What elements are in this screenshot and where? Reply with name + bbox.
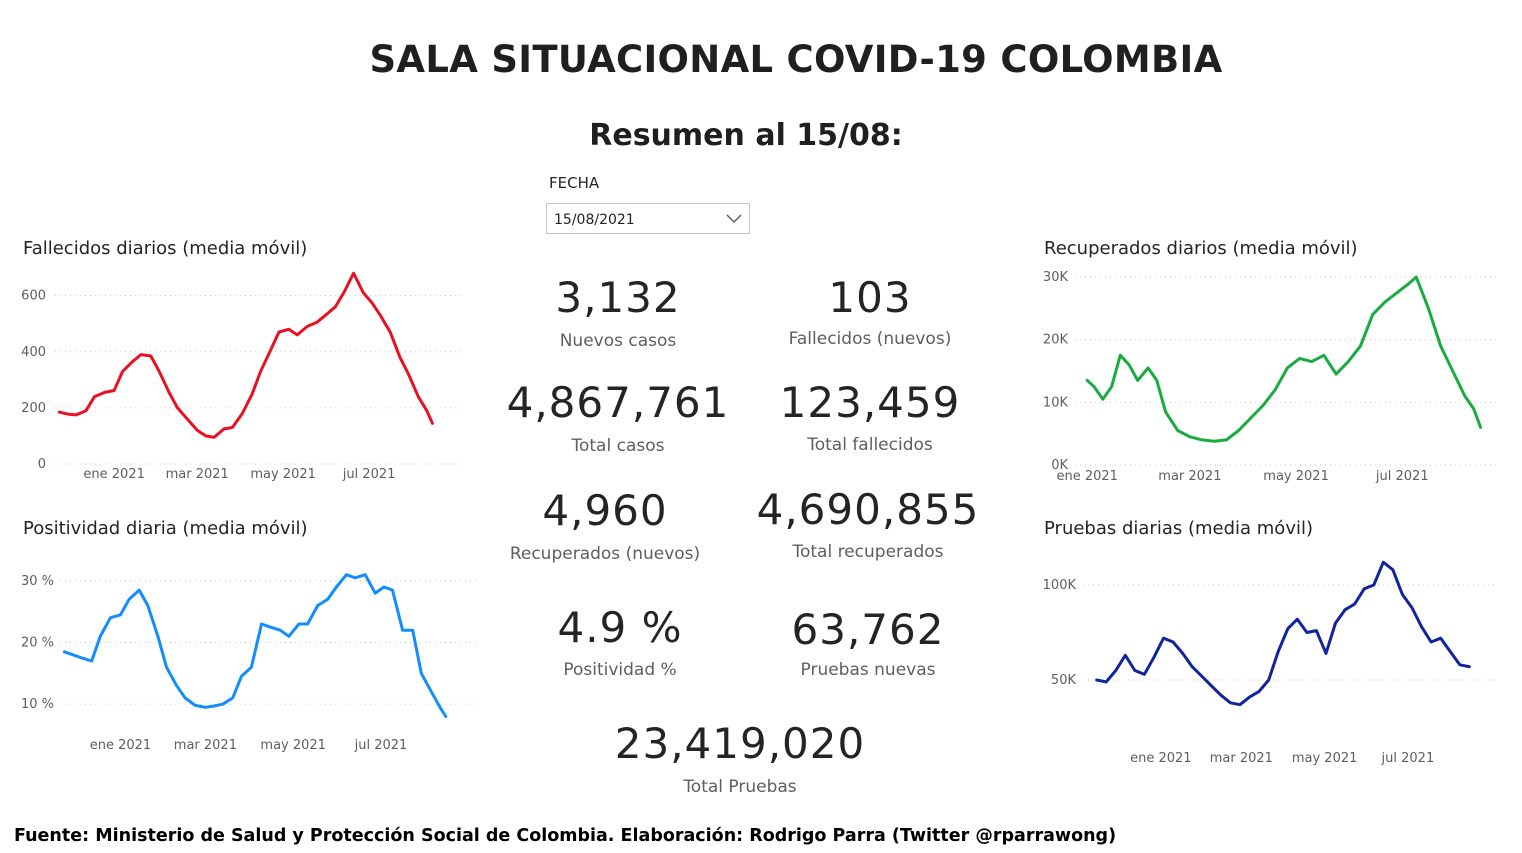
series-line[interactable]	[1095, 560, 1471, 707]
kpi-total-fallecidos-label: Total fallecidos	[807, 435, 933, 455]
y-tick-label: 30K	[1043, 270, 1069, 285]
y-tick-label: 400	[21, 345, 46, 360]
x-tick-label: jul 2021	[342, 467, 396, 482]
x-tick-label: may 2021	[1263, 469, 1329, 484]
kpi-pruebas-nuevas-value: 63,762	[791, 605, 945, 654]
y-tick-label: 600	[21, 289, 46, 304]
x-tick-label: ene 2021	[83, 467, 144, 482]
kpi-positividad-label: Positividad %	[563, 660, 677, 680]
x-tick-label: ene 2021	[90, 738, 151, 753]
summary-subtitle: Resumen al 15/08:	[589, 118, 903, 153]
kpi-total-recuperados-value: 4,690,855	[756, 485, 980, 534]
kpi-total-fallecidos-value: 123,459	[779, 378, 961, 427]
x-tick-label: ene 2021	[1056, 469, 1117, 484]
series-line[interactable]	[1085, 275, 1483, 443]
kpi-fallecidos-nuevos-value: 103	[828, 273, 912, 322]
kpi-total-pruebas-label: Total Pruebas	[683, 777, 797, 797]
chevron-down-icon[interactable]	[725, 211, 743, 225]
chart-title-fallecidos: Fallecidos diarios (media móvil)	[23, 238, 308, 259]
chart-title-pruebas: Pruebas diarias (media móvil)	[1044, 518, 1313, 539]
x-tick-label: mar 2021	[166, 467, 229, 482]
kpi-total-casos-label: Total casos	[571, 436, 665, 456]
x-tick-label: mar 2021	[1158, 469, 1221, 484]
x-tick-label: mar 2021	[1210, 751, 1273, 766]
y-tick-label: 20 %	[21, 636, 54, 651]
y-tick-label: 0K	[1051, 458, 1068, 473]
kpi-pruebas-nuevas-label: Pruebas nuevas	[800, 660, 936, 680]
y-tick-label: 0	[38, 457, 46, 472]
source-footer: Fuente: Ministerio de Salud y Protección…	[14, 826, 1117, 846]
series-line[interactable]	[62, 573, 448, 718]
x-tick-label: may 2021	[260, 738, 326, 753]
kpi-nuevos-casos-label: Nuevos casos	[559, 331, 677, 351]
y-tick-label: 50K	[1051, 673, 1077, 688]
kpi-recuperados-nuevos-value: 4,960	[542, 486, 668, 535]
x-tick-label: may 2021	[1292, 751, 1358, 766]
x-tick-label: jul 2021	[1375, 469, 1429, 484]
y-tick-label: 200	[21, 401, 46, 416]
kpi-total-recuperados-label: Total recuperados	[792, 542, 944, 562]
kpi-total-casos-value: 4,867,761	[506, 378, 730, 427]
x-tick-label: may 2021	[250, 467, 316, 482]
y-tick-label: 10 %	[21, 697, 54, 712]
x-tick-label: mar 2021	[174, 738, 237, 753]
x-tick-label: jul 2021	[354, 738, 408, 753]
kpi-total-pruebas-value: 23,419,020	[614, 719, 866, 768]
date-slicer-label: FECHA	[549, 174, 600, 192]
y-tick-label: 10K	[1043, 395, 1069, 410]
chart-title-recuperados: Recuperados diarios (media móvil)	[1044, 238, 1358, 259]
chart-title-positividad: Positividad diaria (media móvil)	[23, 518, 308, 539]
page-title: SALA SITUACIONAL COVID-19 COLOMBIA	[369, 38, 1223, 81]
kpi-positividad-value: 4.9 %	[557, 603, 683, 652]
series-line[interactable]	[57, 271, 434, 439]
kpi-fallecidos-nuevos-label: Fallecidos (nuevos)	[788, 329, 952, 349]
y-tick-label: 100K	[1043, 578, 1077, 593]
date-slicer-dropdown[interactable]: 15/08/2021	[546, 203, 750, 234]
kpi-recuperados-nuevos-label: Recuperados (nuevos)	[509, 544, 701, 564]
y-tick-label: 20K	[1043, 333, 1069, 348]
kpi-nuevos-casos-value: 3,132	[555, 273, 681, 322]
y-tick-label: 30 %	[21, 574, 54, 589]
date-slicer-value: 15/08/2021	[554, 212, 635, 228]
x-tick-label: ene 2021	[1130, 751, 1191, 766]
x-tick-label: jul 2021	[1381, 751, 1435, 766]
